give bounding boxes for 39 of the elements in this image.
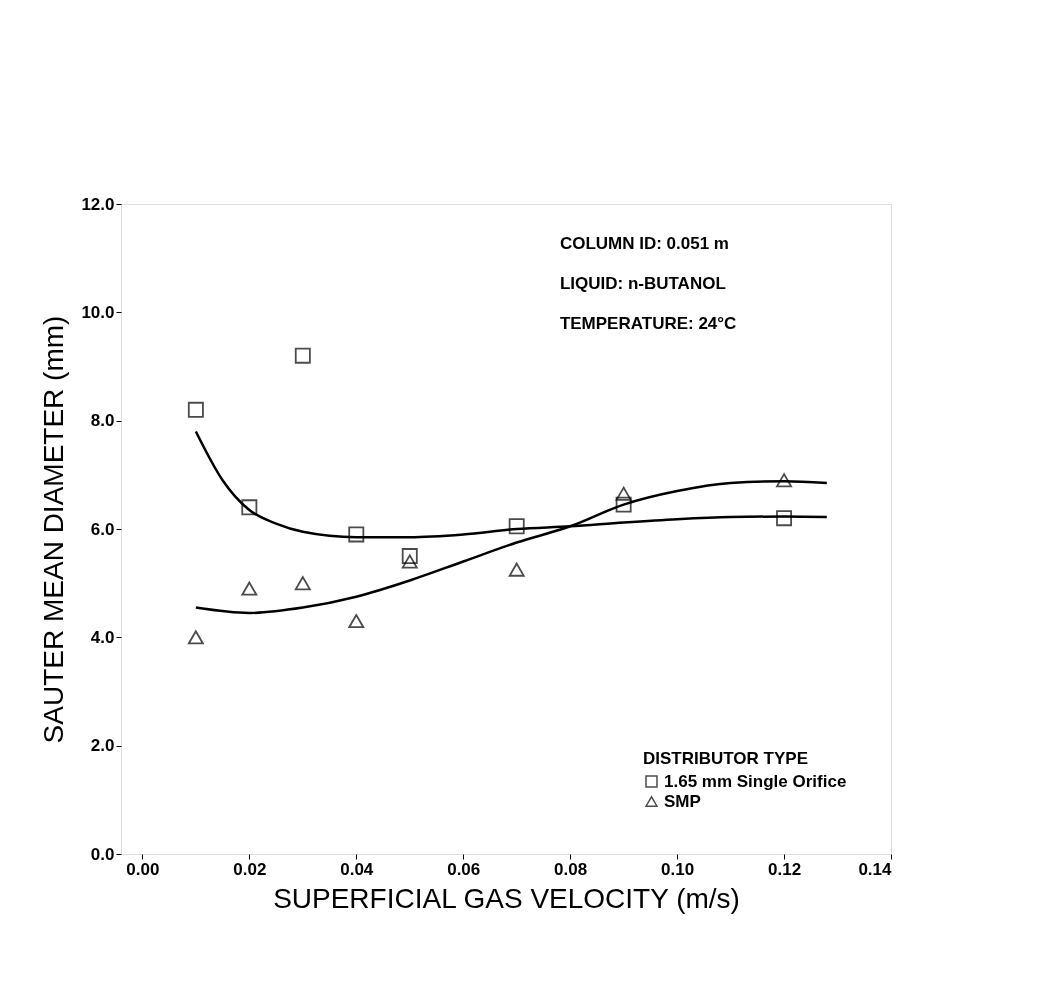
point [776,473,793,488]
x-tick-label: 0.08 [554,859,588,879]
point [508,562,525,577]
y-tick-label: 10.0 [81,302,115,322]
x-tick-label: 0.00 [126,859,160,879]
y-axis-title: SAUTER MEAN DIAMETER (mm) [38,315,70,744]
point [241,581,258,596]
x-tick-label: 0.12 [768,859,802,879]
x-tick-label: 0.10 [661,859,695,879]
point [294,576,311,591]
point [348,526,365,543]
annotation: TEMPERATURE: 24°C [559,314,737,333]
point [615,486,632,501]
y-tick-label: 0.0 [90,844,115,864]
point [294,347,311,364]
y-tick-label: 4.0 [90,627,115,647]
point [615,496,632,513]
x-tick-label: 0.14 [858,859,893,879]
point [401,548,418,565]
y-tick-label: 12.0 [81,194,115,214]
annotation: COLUMN ID: 0.051 m [559,234,729,253]
point [508,518,525,535]
point [348,614,365,629]
x-tick-label: 0.06 [447,859,481,879]
legend-label: SMP [664,791,701,811]
y-tick-label: 6.0 [90,519,115,539]
point [776,510,793,527]
y-tick-label: 8.0 [90,411,115,431]
point [401,554,418,569]
y-tick-label: 2.0 [90,736,115,756]
x-axis-title: SUPERFICIAL GAS VELOCITY (m/s) [273,882,740,914]
point [241,499,258,516]
point [187,630,204,645]
legend-title: DISTRIBUTOR TYPE [643,749,808,768]
x-tick-label: 0.02 [233,859,267,879]
legend-label: 1.65 mm Single Orifice [664,771,847,791]
annotation: LIQUID: n-BUTANOL [559,274,726,293]
x-tick-label: 0.04 [340,859,374,879]
point [187,401,204,418]
